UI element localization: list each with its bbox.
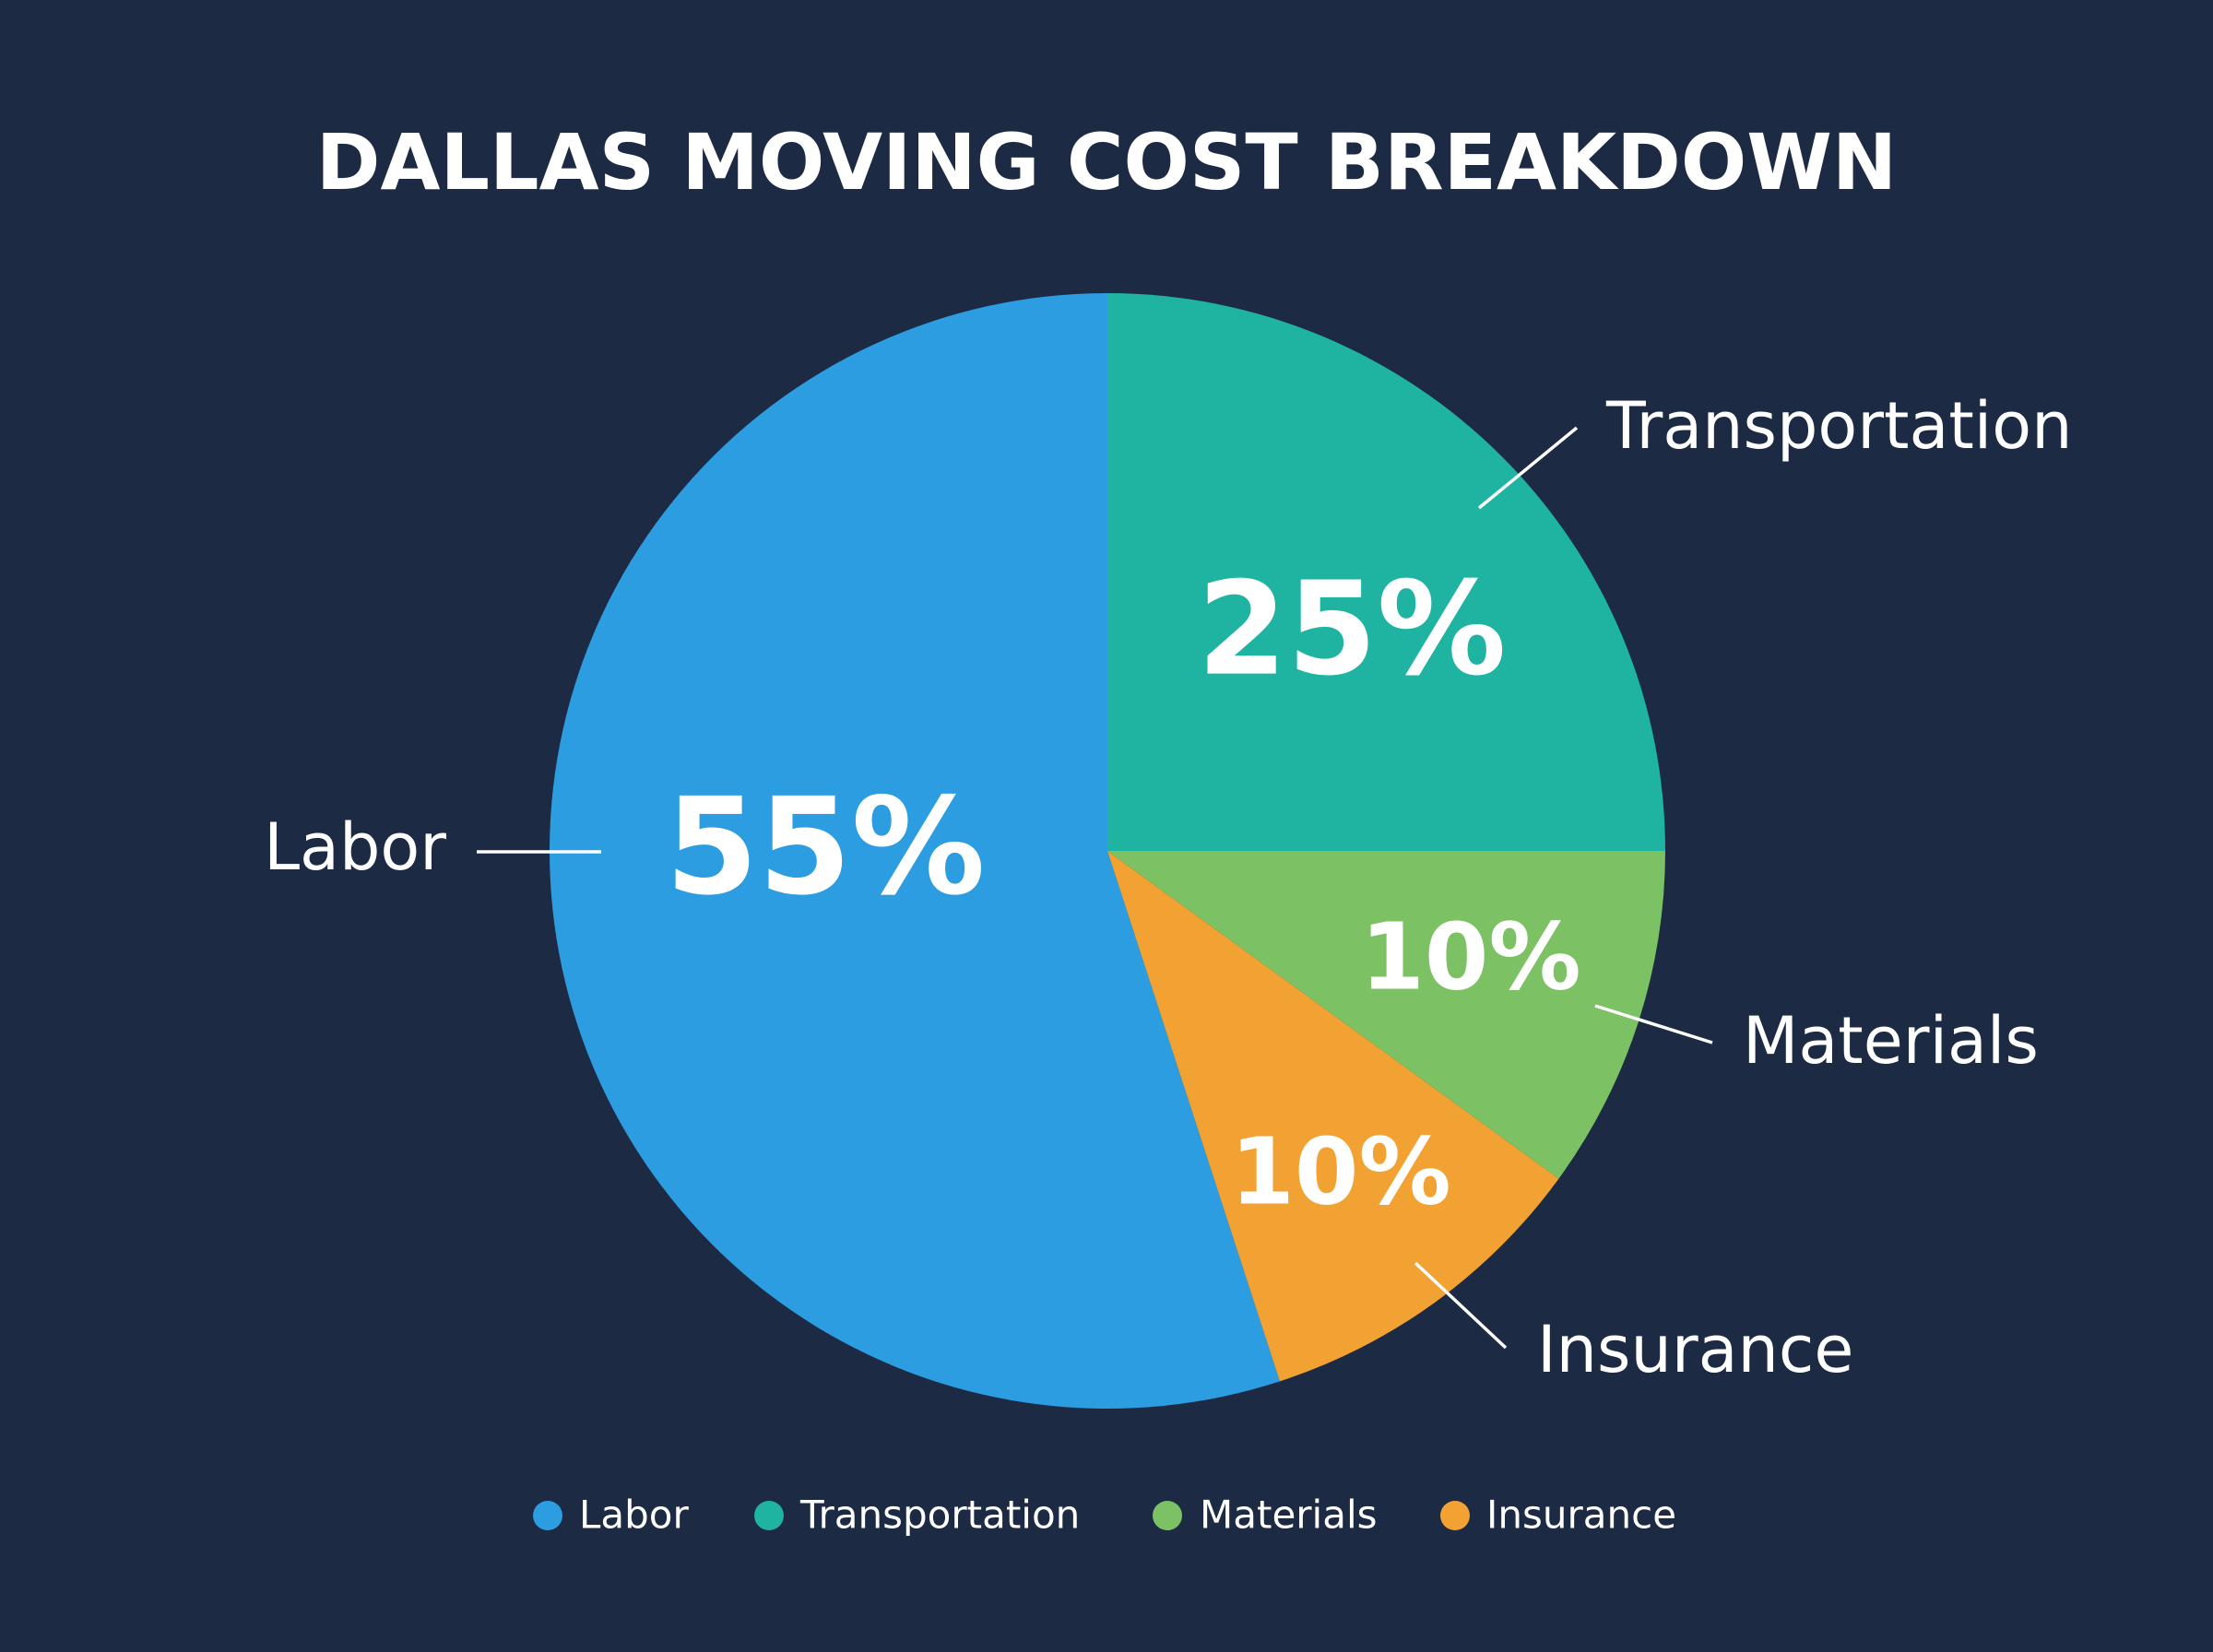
- legend-marker: [1153, 1501, 1182, 1530]
- value-label: 55%: [665, 770, 985, 926]
- slice-label: Transportation: [1605, 388, 2072, 464]
- chart-title: DALLAS MOVING COST BREAKDOWN: [316, 117, 1897, 207]
- legend-marker: [533, 1501, 562, 1530]
- slice-label: Insurance: [1537, 1312, 1853, 1387]
- slice-label: Labor: [264, 809, 446, 885]
- pie-slice: [1107, 293, 1665, 851]
- pie-slice: [1107, 851, 1559, 1382]
- legend-label: Labor: [579, 1493, 689, 1538]
- pie-slice: [549, 293, 1280, 1409]
- legend-label: Materials: [1200, 1493, 1378, 1538]
- leader-line: [1414, 1261, 1508, 1350]
- value-label: 10%: [1230, 1117, 1450, 1225]
- leader-line: [1594, 1004, 1713, 1044]
- value-label: 10%: [1360, 903, 1580, 1010]
- value-label: 25%: [1197, 555, 1506, 705]
- legend-marker: [1440, 1501, 1470, 1530]
- legend-label: Transportation: [799, 1493, 1080, 1538]
- leader-line: [1477, 426, 1579, 510]
- pie-slice: [1107, 851, 1665, 1179]
- slice-label: Materials: [1743, 1003, 2039, 1079]
- legend-marker: [754, 1501, 784, 1530]
- legend-label: Insurance: [1486, 1493, 1676, 1538]
